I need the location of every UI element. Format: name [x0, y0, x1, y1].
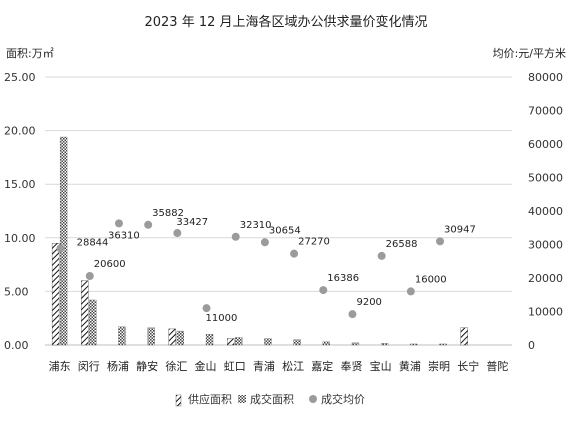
supply-bar — [51, 243, 60, 346]
deal-area-bar — [351, 342, 360, 346]
category-label: 长宁 — [457, 359, 479, 373]
price-point — [144, 220, 153, 229]
price-point — [348, 310, 357, 319]
deal-area-bar — [89, 299, 97, 346]
legend-label: 成交均价 — [321, 392, 365, 406]
price-point — [85, 271, 94, 280]
deal-area-bar — [410, 343, 418, 346]
deal-area-bar — [439, 343, 447, 346]
deal-area-bar — [381, 343, 389, 346]
left-tick-label: 10.00 — [4, 232, 36, 245]
supply-bar — [81, 280, 89, 346]
price-point — [377, 251, 386, 260]
left-axis-ticks: 0.00 5.00 10.00 15.00 20.00 25.00 — [4, 71, 36, 352]
category-label: 黄浦 — [399, 359, 421, 373]
category-label: 崇明 — [428, 360, 450, 373]
deal-area-bar — [322, 341, 330, 346]
gridlines — [45, 76, 512, 346]
left-tick-label: 20.00 — [4, 125, 36, 138]
right-tick-label: 50000 — [528, 172, 563, 185]
bars — [51, 136, 468, 346]
legend-swatch-deal-area — [238, 395, 246, 403]
price-point — [56, 244, 65, 253]
category-label: 金山 — [195, 359, 217, 373]
price-data-label: 30947 — [444, 224, 476, 235]
price-data-label: 26588 — [386, 239, 418, 250]
right-tick-label: 30000 — [528, 239, 563, 252]
supply-bar — [460, 327, 468, 346]
price-point — [114, 219, 123, 228]
category-label: 嘉定 — [311, 359, 333, 373]
right-tick-label: 0 — [528, 339, 535, 352]
price-data-label: 32310 — [240, 220, 272, 231]
price-data-label: 27270 — [298, 237, 330, 248]
legend-swatch-supply — [175, 394, 182, 407]
left-tick-label: 0.00 — [4, 339, 29, 352]
legend: 供应面积 成交面积 成交均价 — [175, 392, 365, 407]
left-tick-label: 25.00 — [4, 71, 36, 84]
category-label: 普陀 — [486, 359, 508, 373]
price-point — [231, 232, 240, 241]
price-data-label: 30654 — [269, 225, 301, 236]
price-point — [260, 238, 269, 247]
price-point — [406, 287, 415, 296]
deal-area-bar — [176, 330, 184, 346]
right-tick-label: 20000 — [528, 272, 563, 285]
category-label: 闵行 — [78, 359, 100, 373]
legend-label: 供应面积 — [188, 392, 232, 406]
price-point — [173, 229, 182, 238]
price-data-label: 20600 — [94, 259, 126, 270]
right-tick-label: 80000 — [528, 71, 563, 84]
category-labels: 浦东 闵行 杨浦 静安 徐汇 金山 虹口 青浦 松江 嘉定 奉贤 宝山 黄浦 崇明 长宁 普陀 — [49, 359, 509, 373]
price-point — [319, 286, 328, 295]
category-label: 虹口 — [224, 360, 246, 373]
supply-bar — [227, 338, 235, 346]
price-data-label: 28844 — [77, 237, 109, 248]
right-tick-label: 40000 — [528, 205, 563, 218]
deal-area-bar — [264, 338, 272, 346]
right-axis-ticks: 0 10000 20000 30000 40000 50000 60000 70000 8000… — [528, 71, 563, 352]
left-tick-label: 15.00 — [4, 178, 36, 191]
deal-area-bar — [118, 326, 126, 346]
category-label: 徐汇 — [165, 359, 187, 373]
category-label: 松江 — [282, 359, 304, 373]
price-data-label: 9200 — [356, 297, 381, 308]
right-tick-label: 10000 — [528, 306, 563, 319]
category-label: 静安 — [136, 359, 158, 373]
right-axis-title: 均价:元/平方米 — [493, 46, 566, 60]
legend-label: 成交面积 — [250, 392, 294, 406]
price-point — [202, 304, 211, 313]
price-data-label: 16386 — [327, 273, 359, 284]
deal-area-bar — [147, 327, 155, 346]
price-data-label: 16000 — [415, 274, 447, 285]
left-tick-label: 5.00 — [4, 285, 29, 298]
category-label: 青浦 — [253, 360, 275, 373]
deal-area-bar — [59, 136, 68, 346]
price-data-label: 36310 — [108, 230, 140, 241]
price-point — [436, 237, 445, 246]
left-axis-title: 面积:万㎡ — [6, 47, 54, 60]
price-data-label: 35882 — [152, 208, 184, 219]
deal-area-bar — [235, 337, 243, 346]
legend-swatch-price — [309, 395, 317, 403]
category-label: 宝山 — [370, 359, 392, 373]
right-tick-label: 70000 — [528, 105, 563, 118]
deal-area-bar — [293, 339, 301, 346]
category-label: 杨浦 — [107, 359, 129, 373]
price-point — [290, 249, 299, 258]
category-label: 奉贤 — [340, 359, 362, 373]
deal-area-bar — [205, 334, 214, 346]
price-data-label: 33427 — [176, 217, 208, 228]
supply-bar — [168, 328, 176, 346]
price-data-label: 11000 — [206, 313, 238, 324]
price-points — [56, 219, 445, 319]
category-label: 浦东 — [49, 360, 71, 373]
right-tick-label: 60000 — [528, 138, 563, 151]
chart-title: 2023 年 12 月上海各区域办公供求量价变化情况 — [144, 14, 427, 30]
